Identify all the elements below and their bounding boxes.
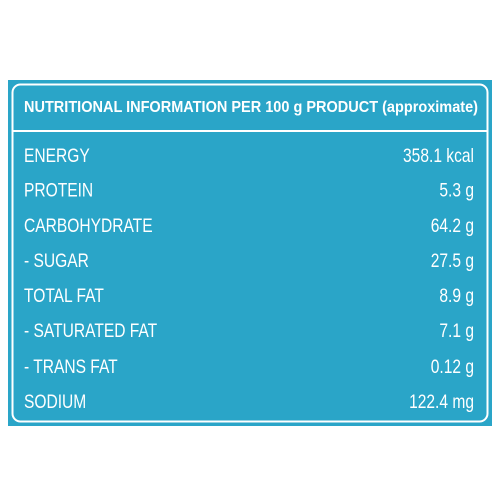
- row-value: 0.12 g: [431, 356, 474, 378]
- header-title: NUTRITIONAL INFORMATION PER 100 g PRODUC…: [24, 99, 478, 116]
- row-label: SODIUM: [24, 391, 86, 413]
- label-border: [11, 83, 489, 423]
- row-label: CARBOHYDRATE: [24, 215, 153, 237]
- row-label: TOTAL FAT: [24, 285, 104, 307]
- row-value: 5.3 g: [439, 179, 474, 201]
- row-value: 122.4 mg: [409, 391, 474, 413]
- row-value: 358.1 kcal: [403, 145, 474, 167]
- label-background: [8, 80, 492, 426]
- row-value: 27.5 g: [431, 250, 474, 272]
- row-label: PROTEIN: [24, 179, 93, 201]
- row-label: - SATURATED FAT: [24, 320, 158, 342]
- row-label: - SUGAR: [24, 250, 89, 272]
- row-label: ENERGY: [24, 145, 90, 167]
- rows: ENERGY 358.1 kcal PROTEIN 5.3 g CARBOHYDRATE…: [24, 145, 474, 413]
- row-value: 64.2 g: [431, 215, 474, 237]
- row-value: 7.1 g: [439, 320, 474, 342]
- row-label: - TRANS FAT: [24, 356, 118, 378]
- row-value: 8.9 g: [439, 285, 474, 307]
